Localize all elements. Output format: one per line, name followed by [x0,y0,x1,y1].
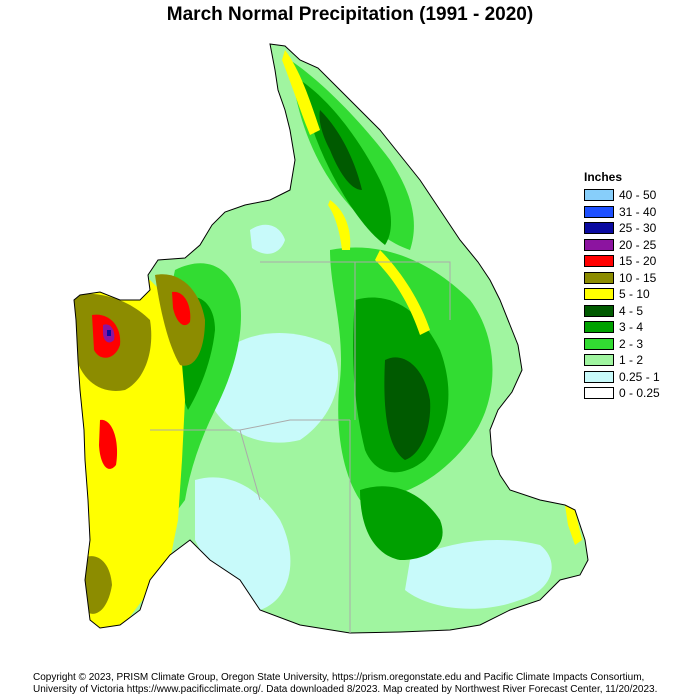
legend-swatch [584,288,614,301]
legend-label: 15 - 20 [619,254,657,269]
legend-item: 40 - 50 [584,187,660,204]
band-5-10-northridge [282,50,320,135]
legend-label: 25 - 30 [619,221,657,236]
legend-swatch [584,205,614,218]
footer-line-2: University of Victoria https://www.pacif… [33,684,658,695]
band-3-4-south [360,486,443,560]
map-title: March Normal Precipitation (1991 - 2020) [166,4,534,25]
band-15-20-cascade [172,291,191,326]
band-4-5-north [319,110,362,190]
legend-label: 1 - 2 [619,353,644,368]
legend-swatch [584,255,614,268]
legend-label: 40 - 50 [619,188,657,203]
legend-label: 0.25 - 1 [619,369,660,384]
legend-swatch [584,387,614,400]
legend-label: 5 - 10 [619,287,650,302]
band-5-10-southeast [565,505,582,545]
dry-region-central [210,333,339,443]
legend-item: 3 - 4 [584,319,660,336]
band-25-30-olympic [107,330,111,336]
legend-swatch [584,304,614,317]
legend-label: 31 - 40 [619,204,657,219]
legend-swatch [584,238,614,251]
legend-label: 2 - 3 [619,336,644,351]
legend: Inches 40 - 50 31 - 40 25 - 30 20 - 25 15 - … [584,170,660,402]
legend-item: 20 - 25 [584,237,660,254]
band-4-5-east [384,357,431,460]
dry-region-southeast [405,540,552,609]
legend-item: 4 - 5 [584,303,660,320]
legend-item: 1 - 2 [584,352,660,369]
legend-label: 20 - 25 [619,237,657,252]
legend-swatch [584,370,614,383]
footer-line-1: Copyright © 2023, PRISM Climate Group, O… [33,672,645,683]
legend-label: 4 - 5 [619,303,644,318]
legend-item: 0 - 0.25 [584,385,660,402]
legend-label: 0 - 0.25 [619,386,660,401]
legend-label: 10 - 15 [619,270,657,285]
legend-item: 25 - 30 [584,220,660,237]
legend-swatch [584,321,614,334]
footer: Copyright © 2023, PRISM Climate Group, O… [33,672,683,696]
state-boundaries [150,261,451,633]
legend-items: 40 - 50 31 - 40 25 - 30 20 - 25 15 - 20 10 - … [584,187,660,402]
legend-item: 31 - 40 [584,204,660,221]
legend-title: Inches [584,170,623,184]
band-10-15-south [80,556,112,614]
legend-item: 5 - 10 [584,286,660,303]
band-15-20-coast [99,419,118,469]
legend-swatch [584,222,614,235]
legend-item: 0.25 - 1 [584,369,660,386]
legend-item: 15 - 20 [584,253,660,270]
band-5-10-cascade [328,200,351,250]
band-5-10-eastridge [375,250,430,335]
legend-item: 2 - 3 [584,336,660,353]
legend-label: 3 - 4 [619,320,644,335]
dry-region-north [250,224,285,254]
legend-swatch [584,337,614,350]
legend-swatch [584,271,614,284]
legend-item: 10 - 15 [584,270,660,287]
legend-swatch [584,189,614,202]
legend-swatch [584,354,614,367]
